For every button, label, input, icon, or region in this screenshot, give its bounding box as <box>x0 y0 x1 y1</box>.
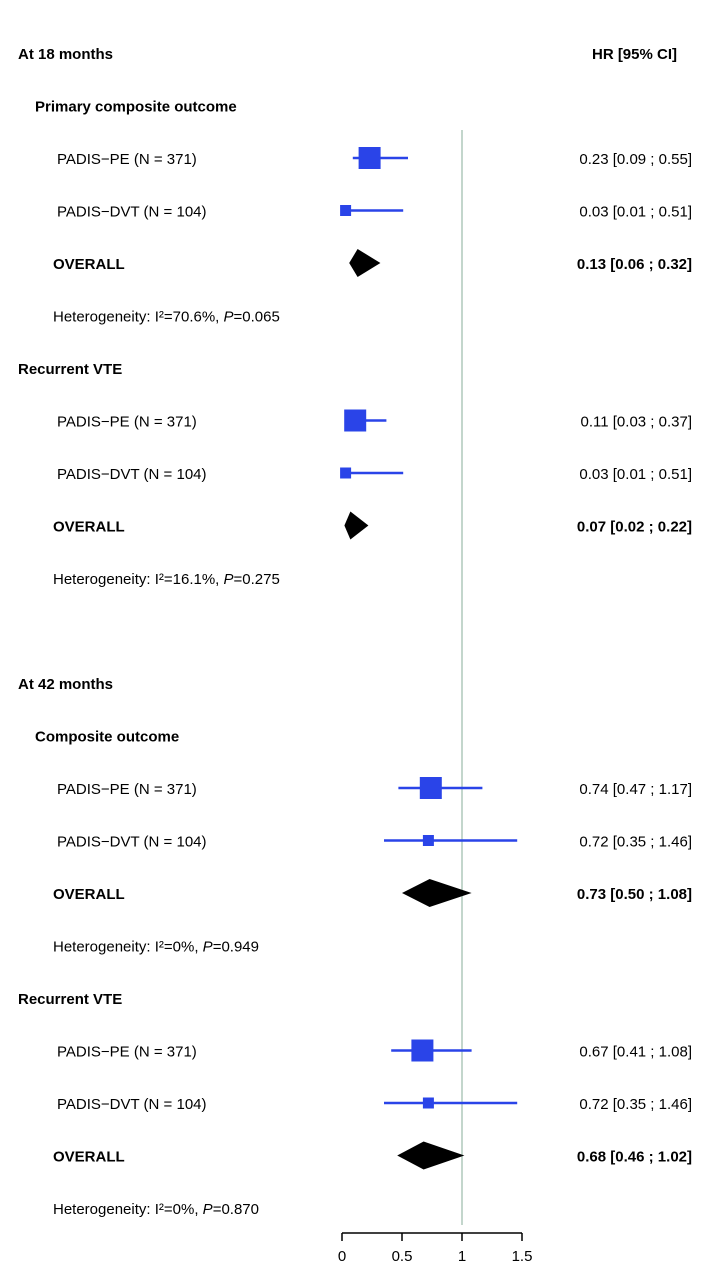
x-tick-label: 0 <box>338 1248 346 1265</box>
heterogeneity-stat: Heterogeneity: I²=70.6%, <box>53 309 224 326</box>
study-label: PADIS−PE (N = 371) <box>57 414 197 431</box>
p-value-letter: P <box>203 939 213 956</box>
x-tick-label: 1 <box>458 1248 466 1265</box>
heterogeneity-text: Heterogeneity: I²=70.6%, P=0.065 <box>53 309 280 326</box>
outcome-title: Recurrent VTE <box>18 991 122 1008</box>
study-label: PADIS−DVT (N = 104) <box>57 466 207 483</box>
section-title: At 18 months <box>18 46 113 63</box>
p-value-letter: P <box>224 571 234 588</box>
study-label: PADIS−DVT (N = 104) <box>57 1096 207 1113</box>
overall-diamond <box>349 249 381 277</box>
section-title: At 42 months <box>18 676 113 693</box>
overall-diamond <box>397 1141 465 1170</box>
hr-ci-value: 0.11 [0.03 ; 0.37] <box>581 414 692 431</box>
p-value-letter: P <box>224 309 234 326</box>
overall-label: OVERALL <box>53 1149 125 1166</box>
hr-ci-value: 0.03 [0.01 ; 0.51] <box>579 466 692 483</box>
hr-ci-value: 0.72 [0.35 ; 1.46] <box>579 1096 692 1113</box>
overall-label: OVERALL <box>53 886 125 903</box>
overall-hr-ci-value: 0.07 [0.02 ; 0.22] <box>577 519 692 536</box>
outcome-title: Recurrent VTE <box>18 361 122 378</box>
overall-diamond <box>344 511 369 540</box>
outcome-title: Composite outcome <box>35 729 179 746</box>
x-tick-label: 1.5 <box>512 1248 533 1265</box>
x-tick-label: 0.5 <box>392 1248 413 1265</box>
hr-point-marker <box>344 409 367 432</box>
hr-point-marker <box>422 1097 434 1109</box>
p-value: =0.065 <box>234 309 280 326</box>
overall-label: OVERALL <box>53 519 125 536</box>
study-label: PADIS−DVT (N = 104) <box>57 834 207 851</box>
hr-point-marker <box>358 147 381 169</box>
overall-hr-ci-value: 0.68 [0.46 ; 1.02] <box>577 1149 692 1166</box>
hr-point-marker <box>340 205 352 216</box>
p-value: =0.275 <box>234 571 280 588</box>
p-value: =0.870 <box>213 1201 259 1218</box>
study-label: PADIS−PE (N = 371) <box>57 781 197 798</box>
heterogeneity-stat: Heterogeneity: I²=0%, <box>53 939 203 956</box>
hr-ci-value: 0.72 [0.35 ; 1.46] <box>579 834 692 851</box>
outcome-title: Primary composite outcome <box>35 99 237 116</box>
heterogeneity-stat: Heterogeneity: I²=0%, <box>53 1201 203 1218</box>
hr-column-header: HR [95% CI] <box>592 46 677 63</box>
hr-point-marker <box>419 777 442 799</box>
heterogeneity-text: Heterogeneity: I²=0%, P=0.949 <box>53 939 259 956</box>
study-label: PADIS−DVT (N = 104) <box>57 204 207 221</box>
hr-point-marker <box>422 835 434 846</box>
overall-hr-ci-value: 0.73 [0.50 ; 1.08] <box>577 886 692 903</box>
hr-point-marker <box>340 467 352 479</box>
hr-ci-value: 0.74 [0.47 ; 1.17] <box>579 781 692 798</box>
p-value-letter: P <box>203 1201 213 1218</box>
heterogeneity-text: Heterogeneity: I²=0%, P=0.870 <box>53 1201 259 1218</box>
overall-label: OVERALL <box>53 256 125 273</box>
hr-point-marker <box>411 1039 434 1062</box>
p-value: =0.949 <box>213 939 259 956</box>
hr-ci-value: 0.23 [0.09 ; 0.55] <box>579 151 692 168</box>
hr-ci-value: 0.67 [0.41 ; 1.08] <box>579 1044 692 1061</box>
overall-diamond <box>402 879 472 907</box>
study-label: PADIS−PE (N = 371) <box>57 151 197 168</box>
heterogeneity-stat: Heterogeneity: I²=16.1%, <box>53 571 224 588</box>
study-label: PADIS−PE (N = 371) <box>57 1044 197 1061</box>
heterogeneity-text: Heterogeneity: I²=16.1%, P=0.275 <box>53 571 280 588</box>
hr-ci-value: 0.03 [0.01 ; 0.51] <box>579 204 692 221</box>
overall-hr-ci-value: 0.13 [0.06 ; 0.32] <box>577 256 692 273</box>
